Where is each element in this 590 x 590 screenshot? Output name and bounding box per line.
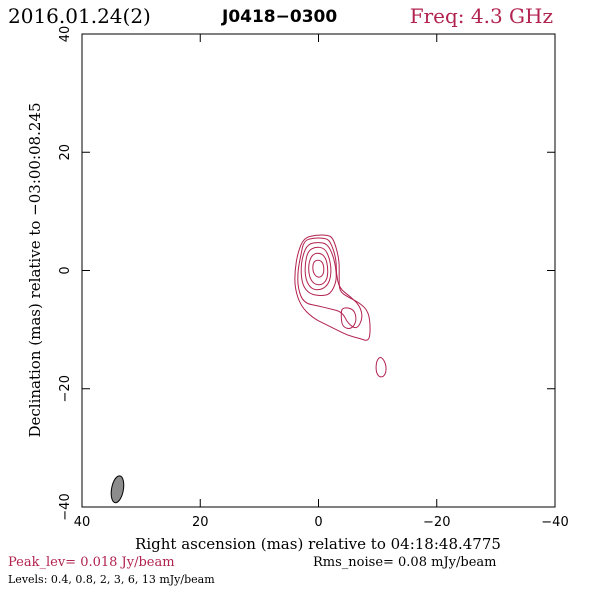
x-axis-ticks: 40 20 0 −20 −40 xyxy=(74,34,569,530)
y-tick-label-4: 40 xyxy=(58,26,73,43)
contour-0 xyxy=(294,234,371,341)
y-tick-label-2: 0 xyxy=(58,266,73,274)
x-axis-label: Right ascension (mas) relative to 04:18:… xyxy=(135,535,501,553)
contour-levels: Levels: 0.4, 0.8, 2, 3, 6, 13 mJy/beam xyxy=(8,573,215,586)
y-tick-label-0: −40 xyxy=(58,493,73,520)
x-tick-label-0: 40 xyxy=(74,515,91,530)
y-tick-label-3: 20 xyxy=(58,144,73,161)
contour-4 xyxy=(300,242,337,296)
observation-date: 2016.01.24(2) xyxy=(8,4,151,28)
contour-5 xyxy=(304,246,332,291)
x-tick-label-4: −40 xyxy=(541,515,568,530)
contour-layer xyxy=(294,234,387,378)
x-tick-label-1: 20 xyxy=(192,515,209,530)
x-tick-label-2: 0 xyxy=(314,515,322,530)
contour-1 xyxy=(375,357,387,378)
y-axis-ticks: −40 −20 0 20 40 xyxy=(58,26,555,521)
peak-level: Peak_lev= 0.018 Jy/beam xyxy=(8,555,175,570)
x-tick-label-3: −20 xyxy=(423,515,450,530)
contour-2 xyxy=(297,237,363,329)
source-name: J0418−0300 xyxy=(221,7,337,27)
contour-7 xyxy=(312,259,325,278)
contour-3 xyxy=(340,307,357,330)
contour-6 xyxy=(308,252,329,286)
beam-ellipse xyxy=(110,475,125,504)
rms-noise: Rms_noise= 0.08 mJy/beam xyxy=(313,555,496,570)
y-axis-label: Declination (mas) relative to −03:00:08.… xyxy=(26,102,44,437)
y-tick-label-1: −20 xyxy=(58,375,73,402)
plot-frame xyxy=(81,33,556,508)
beam-layer xyxy=(110,475,125,504)
frequency-label: Freq: 4.3 GHz xyxy=(410,4,553,28)
